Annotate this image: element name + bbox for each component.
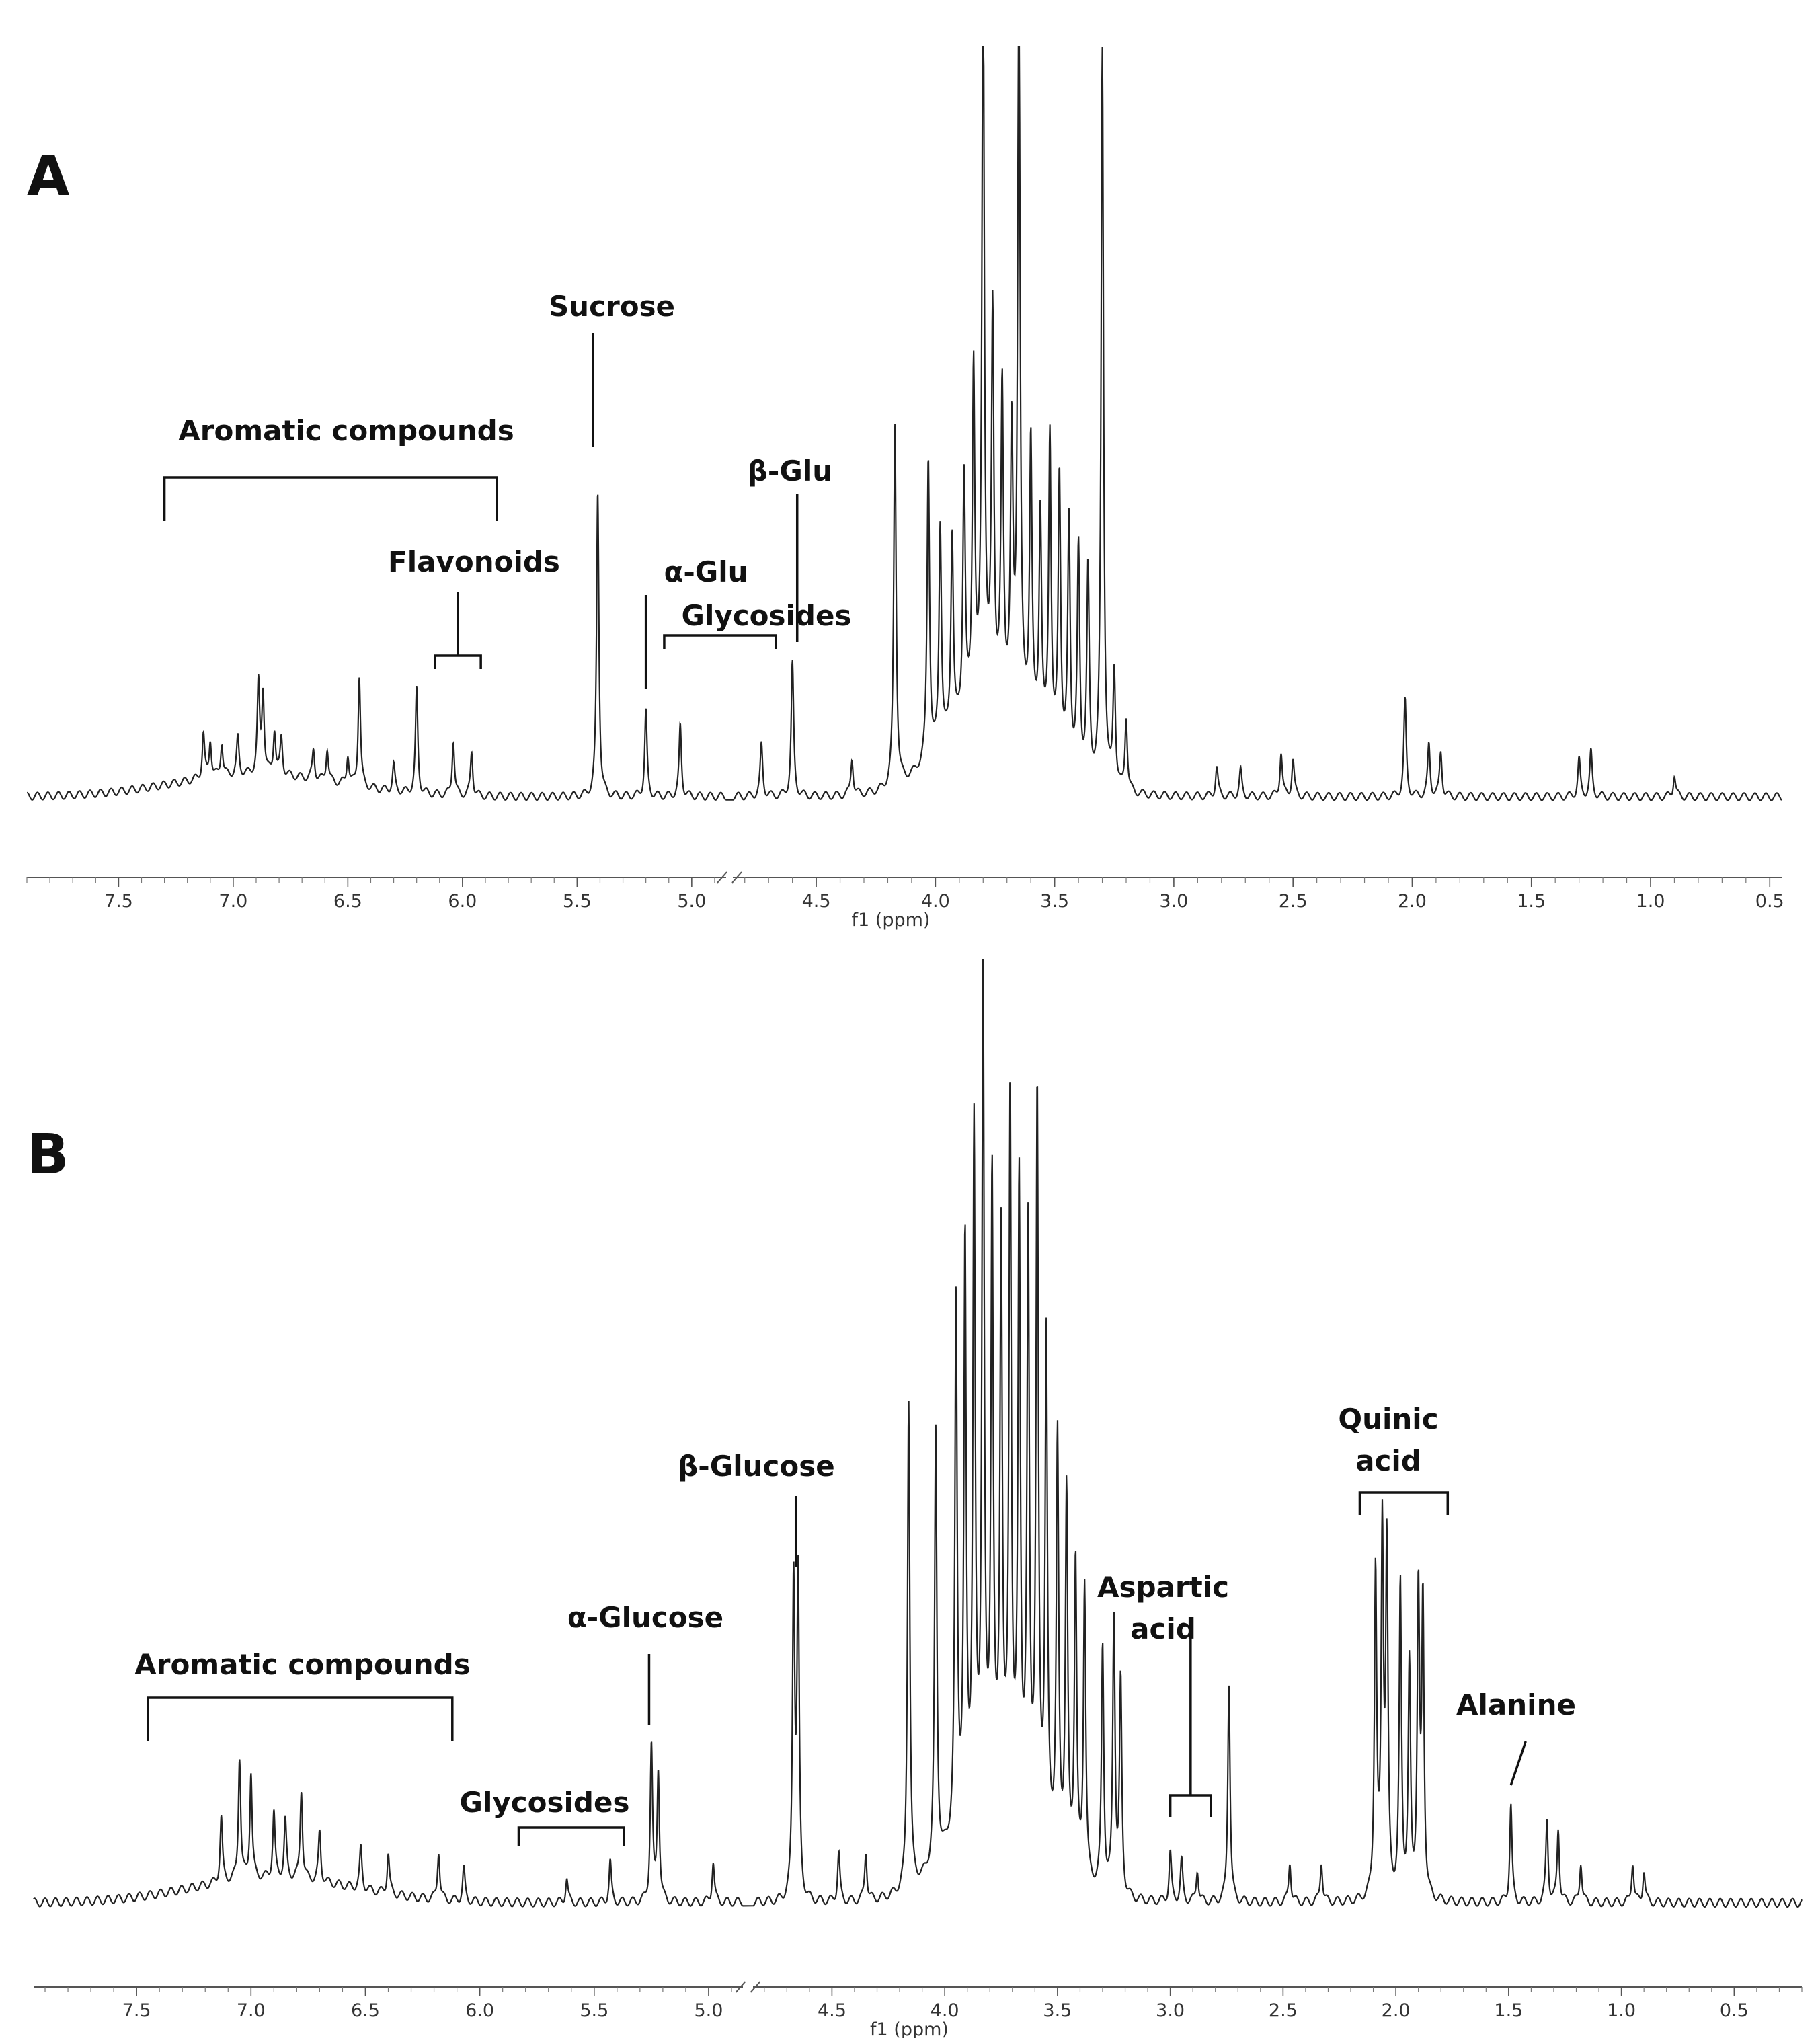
- panel-b: B 7.5 7.0 6.5 6.0 5.5 5.0 4.5 4.0 3.5 3.0 2.5 2.0 1.5…: [27, 959, 1803, 2038]
- annotation-label-line: acid: [1130, 1612, 1196, 1645]
- annotation--glu: β-Glu: [748, 455, 832, 642]
- axis-break-mark: [735, 1981, 746, 1993]
- x-tick-label: 3.0: [1159, 891, 1188, 912]
- annotation-label: α-Glu: [664, 555, 748, 588]
- x-tick-label: 6.0: [465, 2000, 494, 2021]
- x-tick-label: 7.0: [237, 2000, 266, 2021]
- annotation-label: β-Glucose: [678, 1450, 835, 1483]
- annotation-alanine: Alanine: [1456, 1688, 1576, 1786]
- spectrum-trace-segment: [26, 494, 727, 801]
- x-tick-label: 6.0: [448, 891, 477, 912]
- x-tick-label: 6.5: [333, 891, 362, 912]
- annotation-label-line: acid: [1355, 1444, 1421, 1477]
- x-tick-label: 5.5: [580, 2000, 608, 2021]
- x-tick-label: 4.0: [931, 2000, 959, 2021]
- annotation-glycosides: Glycosides: [460, 1786, 630, 1846]
- annotation-label-line: Aspartic: [1097, 1571, 1229, 1604]
- spectrum-trace-segment: [33, 1741, 744, 1908]
- annotation-flavonoids: Flavonoids: [388, 545, 560, 669]
- x-tick-label: 4.0: [921, 891, 950, 912]
- spectrum-trace-segment: [725, 46, 1782, 801]
- x-tick-label: 7.5: [104, 891, 133, 912]
- annotation-aromatic-compounds: Aromatic compounds: [134, 1648, 471, 1741]
- x-tick-label: 4.5: [802, 891, 831, 912]
- annotation--glucose: α-Glucose: [567, 1601, 723, 1725]
- panel-letter: A: [27, 145, 70, 208]
- axis-break-mark: [750, 1981, 761, 1993]
- x-tick-label: 6.5: [351, 2000, 380, 2021]
- bracket: [1358, 1491, 1450, 1515]
- x-tick-label: 5.5: [563, 891, 592, 912]
- annotation--glu: α-Glu: [644, 555, 748, 689]
- bracket: [1169, 1794, 1212, 1817]
- x-tick-label: 5.0: [694, 2000, 723, 2021]
- annotation-glycosides: Glycosides: [663, 599, 852, 649]
- x-tick-label: 1.0: [1636, 891, 1665, 912]
- bracket: [163, 476, 498, 521]
- annotation-label: Aromatic compounds: [178, 414, 514, 447]
- annotation-label: β-Glu: [748, 455, 832, 487]
- x-tick-label: 2.5: [1279, 891, 1308, 912]
- marker-line: [1509, 1741, 1527, 1786]
- bracket: [434, 654, 482, 669]
- x-tick-label: 7.5: [122, 2000, 151, 2021]
- x-tick-label: 3.5: [1040, 891, 1069, 912]
- annotation--glucose: β-Glucose: [678, 1450, 835, 1567]
- annotation-label: Aromatic compounds: [134, 1648, 470, 1681]
- x-tick-label: 1.5: [1494, 2000, 1523, 2021]
- x-tick-label: 3.5: [1043, 2000, 1072, 2021]
- annotation-label-line: Quinic: [1338, 1403, 1438, 1436]
- x-tick-label: 5.0: [677, 891, 706, 912]
- x-tick-label: 4.5: [818, 2000, 846, 2021]
- bracket: [517, 1826, 625, 1846]
- bracket: [663, 634, 777, 649]
- annotation-label: Glycosides: [460, 1786, 630, 1819]
- x-tick-label: 1.0: [1607, 2000, 1636, 2021]
- spectrum-trace-segment: [742, 959, 1803, 1908]
- axis-break-mark: [731, 871, 742, 884]
- annotation-label: Flavonoids: [388, 545, 560, 578]
- bracket: [147, 1696, 454, 1741]
- axis-break-mark: [717, 871, 727, 884]
- x-tick-label: 0.5: [1720, 2000, 1749, 2021]
- panel-a: A 7.5 7.0 6.5 6.0 5.5 5.0 4.5 4.0 3.5 3.0 2.5 2.0 1.5…: [26, 46, 1784, 931]
- x-tick-label: 1.5: [1517, 891, 1546, 912]
- annotation-label: α-Glucose: [567, 1601, 723, 1634]
- x-tick-label: 2.0: [1398, 891, 1427, 912]
- x-tick-label: 2.0: [1382, 2000, 1411, 2021]
- x-axis-label: f1 (ppm): [870, 2019, 949, 2038]
- x-tick-label: 0.5: [1755, 891, 1784, 912]
- annotation-label: Sucrose: [549, 290, 675, 323]
- annotation-label: Glycosides: [682, 599, 852, 632]
- annotation-aspartic-acid: Aspartic acid: [1097, 1571, 1229, 1817]
- annotation-label: Alanine: [1456, 1688, 1576, 1721]
- x-tick-label: 2.5: [1269, 2000, 1298, 2021]
- annotation-aromatic-compounds: Aromatic compounds: [163, 414, 514, 521]
- x-axis-label: f1 (ppm): [852, 910, 931, 931]
- panel-letter: B: [27, 1123, 69, 1187]
- annotation-quinic-acid: Quinic acid: [1338, 1403, 1450, 1515]
- x-tick-label: 7.0: [219, 891, 247, 912]
- annotation-sucrose: Sucrose: [549, 290, 675, 447]
- x-tick-label: 3.0: [1156, 2000, 1185, 2021]
